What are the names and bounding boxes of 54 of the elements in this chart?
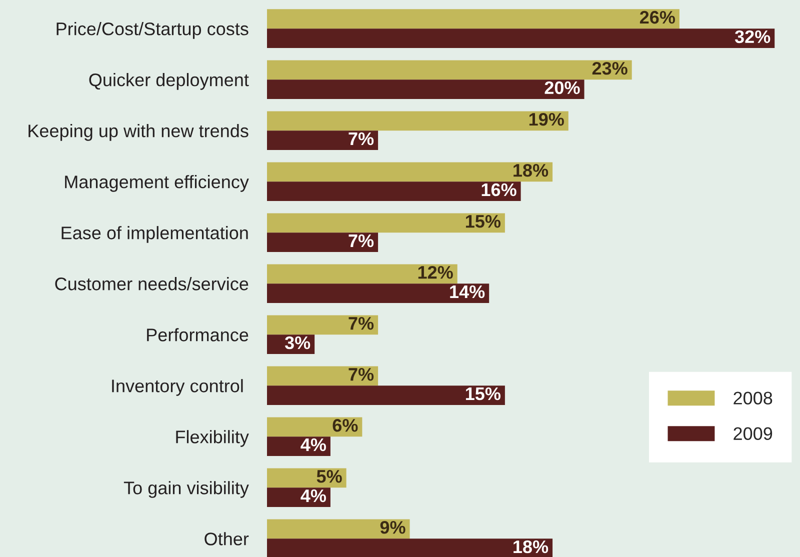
- y-tick-label: Flexibility: [176, 430, 249, 447]
- y-tick-label: Customer needs/service: [55, 277, 248, 290]
- y-tick-label: Management efficiency: [65, 175, 249, 192]
- data-label: 23%: [592, 62, 628, 75]
- bar: [267, 538, 553, 557]
- legend-label: 2008: [734, 392, 772, 404]
- data-label: 26%: [640, 10, 675, 24]
- bar: [267, 213, 505, 233]
- data-label: 16%: [482, 183, 516, 196]
- bar: [267, 28, 775, 48]
- y-tick-label: Price/Cost/Startup costs: [56, 22, 248, 39]
- y-tick-label: Performance: [147, 328, 248, 342]
- data-label: 4%: [300, 489, 326, 502]
- legend-label: 2009: [734, 427, 772, 440]
- bar: [267, 80, 584, 99]
- data-label: 7%: [348, 132, 374, 146]
- bar: [267, 366, 378, 386]
- bar: [267, 519, 410, 539]
- data-label: 7%: [348, 368, 374, 381]
- bar: [267, 468, 346, 488]
- y-tick-label: Inventory control: [112, 379, 243, 396]
- data-label: 6%: [332, 418, 358, 432]
- y-tick-label: Other: [204, 532, 249, 546]
- bar: [267, 130, 378, 150]
- data-label: 18%: [514, 164, 548, 177]
- bar: [267, 264, 458, 284]
- data-label: 9%: [380, 521, 406, 534]
- data-label: 20%: [544, 81, 580, 94]
- bar: [267, 232, 378, 252]
- data-label: 5%: [316, 470, 342, 483]
- bar: [267, 111, 568, 131]
- y-tick-label: Quicker deployment: [89, 73, 249, 90]
- bar: [267, 284, 490, 303]
- bar: [267, 315, 378, 335]
- bar: [267, 182, 521, 201]
- bar: [267, 60, 632, 80]
- bar: [267, 386, 505, 405]
- data-label: 7%: [348, 317, 374, 330]
- data-label: 32%: [734, 30, 770, 44]
- data-label: 15%: [466, 387, 501, 400]
- data-label: 19%: [529, 112, 564, 126]
- bar: [267, 9, 680, 29]
- data-label: 18%: [514, 540, 548, 554]
- y-tick-label: To gain visibility: [124, 481, 249, 498]
- bar: [267, 162, 553, 182]
- y-tick-label: Ease of implementation: [62, 226, 248, 243]
- data-label: 14%: [450, 285, 485, 298]
- y-tick-label: Keeping up with new trends: [28, 124, 248, 141]
- data-label: 15%: [466, 215, 501, 228]
- data-label: 12%: [418, 266, 453, 279]
- data-label: 3%: [284, 336, 310, 350]
- bar: [267, 417, 362, 437]
- data-label: 7%: [348, 234, 374, 248]
- data-label: 4%: [300, 438, 326, 452]
